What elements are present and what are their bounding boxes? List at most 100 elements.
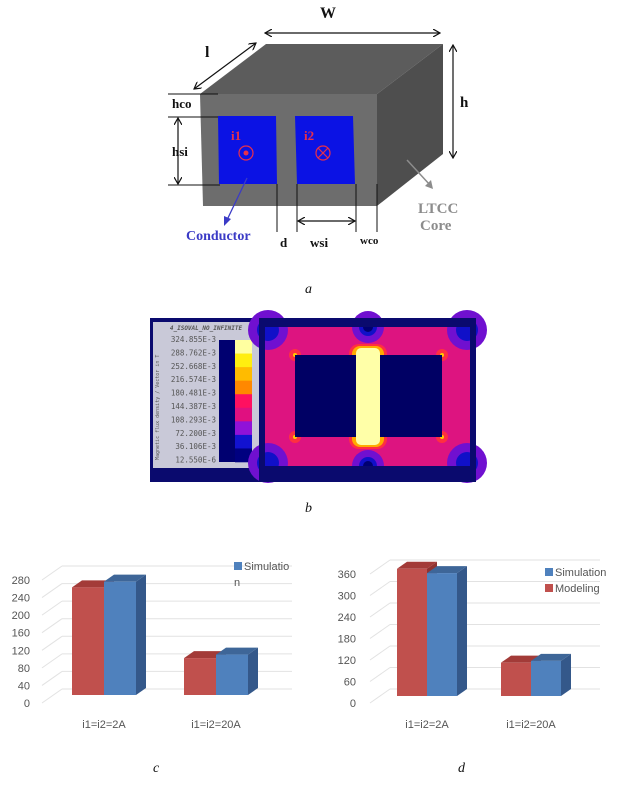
bar-top: [397, 561, 437, 569]
y-tick-label: 360: [338, 569, 356, 581]
label-d: d: [280, 235, 288, 250]
x-category-label: i1=i2=20A: [506, 719, 556, 731]
label-h: h: [460, 95, 469, 111]
bar-modeling: [397, 568, 427, 696]
gridline-diagonal: [41, 583, 63, 598]
chart-d: 0 60 120 180 240 300 360 i1=i2=2A i1=i2=20A: [338, 559, 600, 731]
y-tick-label: 120: [12, 645, 30, 657]
bar-side: [561, 653, 571, 696]
label-l: l: [205, 44, 210, 61]
legend-swatch-simulation: [234, 562, 242, 570]
legend-swatch-simulation: [545, 568, 553, 576]
y-tick-label: 180: [338, 634, 356, 646]
field-legend-scale: [235, 340, 252, 463]
legend-label-simulation: Simulation: [555, 567, 607, 579]
y-tick-label: 40: [18, 680, 30, 692]
legend-entry-modeling: Modeling: [545, 581, 618, 597]
bar-simulation: [104, 581, 136, 695]
conductor-2: [295, 116, 355, 184]
label-wsi: wsi: [310, 235, 328, 250]
gridline-diagonal: [369, 581, 391, 596]
x-category-label: i1=i2=20A: [191, 719, 241, 731]
bar-top: [531, 653, 571, 661]
bar-side: [136, 574, 146, 695]
y-tick-label: 0: [24, 698, 30, 710]
x-category-label: i1=i2=2A: [405, 719, 449, 731]
bar-top: [216, 647, 258, 655]
gridline-diagonal: [369, 667, 391, 682]
x-category-label: i1=i2=2A: [82, 719, 126, 731]
caption-d: d: [458, 761, 466, 776]
field-legend-cell: [235, 340, 252, 354]
field-legend-cell: [235, 367, 252, 381]
gridline-diagonal: [369, 559, 391, 575]
gridline-diagonal: [369, 688, 391, 704]
gridline-diagonal: [41, 688, 63, 704]
conductor-1: [218, 116, 277, 184]
y-tick-label: 120: [338, 655, 356, 667]
field-legend-cell: [235, 407, 252, 422]
core-side-face: [377, 44, 443, 206]
panel-a-diagram: W l h hco hsi i1 i2 Conductor d wsi wco …: [168, 5, 469, 250]
field-legend-value: 12.550E-6: [175, 456, 216, 465]
chart-c-legend: Simulation: [234, 559, 294, 591]
field-legend-value: 252.668E-3: [171, 362, 216, 371]
gridline-diagonal: [41, 618, 63, 634]
bar-modeling: [501, 662, 531, 696]
conductor-pointer-head: [224, 216, 231, 226]
field-legend-navy-column: [219, 340, 235, 462]
field-legend-value: 144.387E-3: [171, 402, 216, 411]
field-legend-value: 216.574E-3: [171, 375, 216, 384]
label-conductor: Conductor: [186, 229, 251, 244]
label-core: Core: [420, 218, 452, 234]
field-legend-value: 36.106E-3: [175, 442, 216, 451]
bar-simulation: [531, 660, 561, 696]
field-legend-title: 4_ISOVAL_NO_INFINITE: [170, 325, 243, 332]
legend-swatch-modeling: [545, 584, 553, 592]
chart-c: 0 40 80 120 160 200 240 280 i1=i2=2A i1=i2=20A: [12, 565, 292, 731]
gridline-diagonal: [41, 635, 63, 651]
label-i2: i2: [304, 128, 314, 143]
bar-series-0: [184, 658, 216, 695]
current-out-of-page-icon: [238, 145, 254, 161]
legend-label-modeling: Modeling: [555, 583, 600, 595]
gridline-diagonal: [369, 645, 391, 661]
field-legend-value: 108.293E-3: [171, 415, 216, 424]
field-legend-axis-label: Magnetic flux density / Vector in T: [155, 355, 161, 460]
gridline-diagonal: [41, 565, 63, 581]
gridline-diagonal: [369, 602, 391, 618]
field-legend-value: 180.481E-3: [171, 389, 216, 398]
y-tick-label: 280: [12, 575, 30, 587]
y-tick-label: 0: [350, 698, 356, 710]
caption-c: c: [153, 761, 160, 776]
label-i1: i1: [231, 128, 241, 143]
field-center-leg-high-flux: [356, 348, 380, 445]
y-tick-label: 200: [12, 610, 30, 622]
label-hco: hco: [172, 96, 192, 111]
label-wco: wco: [360, 235, 379, 247]
field-legend-value: 72.200E-3: [175, 429, 216, 438]
y-tick-label: 240: [12, 593, 30, 605]
field-legend-cell: [235, 434, 252, 449]
bar-series-0: [72, 587, 104, 695]
bar-side: [457, 566, 467, 696]
panel-b-field-map: 4_ISOVAL_NO_INFINITE Magnetic flux densi…: [150, 310, 487, 483]
bar-top: [184, 651, 226, 659]
bar-side: [248, 647, 258, 695]
field-legend-value: 288.762E-3: [171, 348, 216, 357]
bar-simulation: [427, 573, 457, 696]
ltcc-pointer-arrow: [406, 159, 431, 186]
bar-top: [427, 566, 467, 574]
field-legend-cell: [235, 421, 252, 436]
dim-l-arrow: [194, 43, 256, 89]
gridline-diagonal: [41, 653, 63, 669]
y-tick-label: 60: [344, 677, 356, 689]
field-legend-cell: [235, 353, 252, 368]
y-tick-label: 240: [338, 612, 356, 624]
current-into-page-icon: [315, 145, 331, 161]
y-tick-label: 300: [338, 591, 356, 603]
field-legend-cell: [235, 448, 252, 463]
gridline-diagonal: [41, 600, 63, 616]
